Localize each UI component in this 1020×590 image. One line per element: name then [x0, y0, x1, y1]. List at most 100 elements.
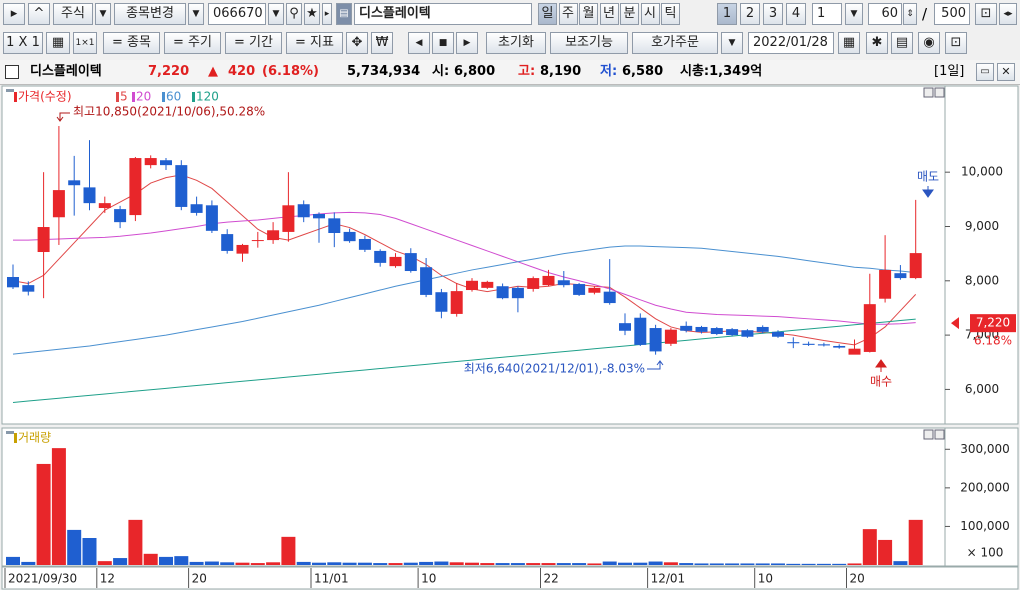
- ma-line: [12, 245, 916, 355]
- volume-bar: [51, 448, 66, 565]
- name-input[interactable]: 디스플레이텍: [354, 3, 532, 25]
- date-input[interactable]: 2022/01/28: [748, 32, 834, 54]
- legend-marker: [192, 92, 195, 102]
- volume-bar: [296, 561, 311, 565]
- ma-line: [12, 318, 916, 403]
- current-price-pointer: [951, 317, 959, 330]
- volume-bar: [740, 563, 755, 565]
- candle-body: [160, 160, 172, 166]
- action-button[interactable]: 호가주문: [632, 32, 718, 54]
- annotation-arrow: [647, 360, 664, 370]
- candle-body: [664, 329, 677, 344]
- dropdown[interactable]: ▼: [721, 32, 743, 54]
- candle-body: [251, 240, 264, 242]
- icon-button[interactable]: 1×1: [73, 32, 97, 54]
- view-input[interactable]: 60: [868, 3, 902, 25]
- volume-bar: [82, 538, 97, 565]
- close-button[interactable]: ✕: [997, 63, 1015, 81]
- icon-button[interactable]: ✱: [866, 32, 888, 54]
- candle-body: [175, 165, 188, 207]
- count-button[interactable]: 3: [763, 3, 783, 25]
- count-button[interactable]: 4: [786, 3, 806, 25]
- icon-button[interactable]: ⊡: [975, 3, 997, 25]
- icon-button[interactable]: ◉: [918, 32, 940, 54]
- change: 420: [228, 64, 256, 79]
- layout-button[interactable]: 1 X 1: [3, 32, 43, 54]
- icon-button[interactable]: ^: [28, 3, 50, 25]
- panel-button[interactable]: [923, 429, 934, 440]
- current-rate: 6.18%: [974, 334, 1012, 348]
- panel-button[interactable]: [923, 87, 934, 98]
- total-input[interactable]: 500: [934, 3, 970, 25]
- icon-button[interactable]: ■: [432, 32, 454, 54]
- period-button[interactable]: 틱: [661, 3, 680, 25]
- period-button[interactable]: 시: [640, 3, 660, 25]
- arrow-button[interactable]: ▸: [322, 3, 332, 25]
- candle-body: [772, 331, 784, 337]
- y-tick-label: 6,000: [965, 382, 999, 396]
- unit-input[interactable]: 1: [812, 3, 842, 25]
- y-tick-label: 200,000: [960, 480, 1010, 494]
- candle-body: [144, 158, 157, 166]
- candle-body: [695, 326, 708, 332]
- search-button[interactable]: ⚲: [286, 3, 302, 25]
- candle-body: [726, 329, 739, 336]
- dropdown[interactable]: ▼: [188, 3, 204, 25]
- news-button[interactable]: ▤: [336, 3, 352, 25]
- volume-bar: [21, 561, 36, 565]
- menu-button[interactable]: = 지표: [286, 32, 343, 54]
- icon-button[interactable]: ▦: [46, 32, 70, 54]
- spinner[interactable]: ⇕: [903, 3, 917, 25]
- candle-body: [190, 204, 203, 213]
- volume-bar: [36, 463, 51, 565]
- change-select[interactable]: 종목변경: [114, 3, 186, 25]
- volume-bar: [908, 519, 923, 565]
- count-button[interactable]: 2: [740, 3, 760, 25]
- candle-body: [37, 227, 50, 253]
- period-button[interactable]: 일: [538, 3, 557, 25]
- menu-button[interactable]: = 주기: [164, 32, 221, 54]
- menu-button[interactable]: = 종목: [103, 32, 160, 54]
- window-button[interactable]: ▭: [976, 63, 994, 81]
- volume-bar: [862, 529, 877, 565]
- icon-button[interactable]: ₩: [371, 32, 393, 54]
- candle-body: [863, 304, 876, 352]
- action-button[interactable]: 초기화: [486, 32, 546, 54]
- volume-bar: [510, 563, 525, 565]
- period-button[interactable]: 주: [558, 3, 578, 25]
- volume-bar: [709, 563, 724, 565]
- menu-button[interactable]: = 기간: [225, 32, 282, 54]
- market-select[interactable]: 주식: [53, 3, 93, 25]
- candle-body: [511, 287, 524, 299]
- action-button[interactable]: 보조기능: [550, 32, 628, 54]
- icon-button[interactable]: ▤: [891, 32, 913, 54]
- icon-button[interactable]: ◀: [408, 32, 430, 54]
- icon-button[interactable]: ▸: [3, 3, 25, 25]
- period-button[interactable]: 분: [620, 3, 639, 25]
- count-button[interactable]: 1: [717, 3, 737, 25]
- checkbox[interactable]: [5, 65, 19, 79]
- icon-button[interactable]: ◂▸: [999, 3, 1017, 25]
- icon-button[interactable]: ⊡: [945, 32, 967, 54]
- candle-body: [802, 343, 815, 345]
- panel-button[interactable]: [934, 87, 945, 98]
- icon-button[interactable]: ▶: [456, 32, 478, 54]
- dropdown[interactable]: ▼: [845, 3, 863, 25]
- volume-bar: [357, 562, 372, 565]
- dropdown[interactable]: ▼: [95, 3, 111, 25]
- icon-button[interactable]: ▦: [838, 32, 860, 54]
- star-button[interactable]: ★: [304, 3, 320, 25]
- market-cap: 시총:1,349억: [680, 64, 763, 79]
- code-input[interactable]: 066670: [208, 3, 266, 25]
- candle-body: [267, 230, 280, 241]
- period-button[interactable]: 년: [599, 3, 619, 25]
- date-axis: [1, 566, 1019, 590]
- period-button[interactable]: 월: [579, 3, 598, 25]
- panel-button[interactable]: [934, 429, 945, 440]
- candle-body: [603, 291, 616, 304]
- dropdown[interactable]: ▼: [268, 3, 284, 25]
- volume-bar: [786, 563, 801, 565]
- stock-name: 디스플레이텍: [30, 64, 102, 79]
- icon-button[interactable]: ✥: [346, 32, 368, 54]
